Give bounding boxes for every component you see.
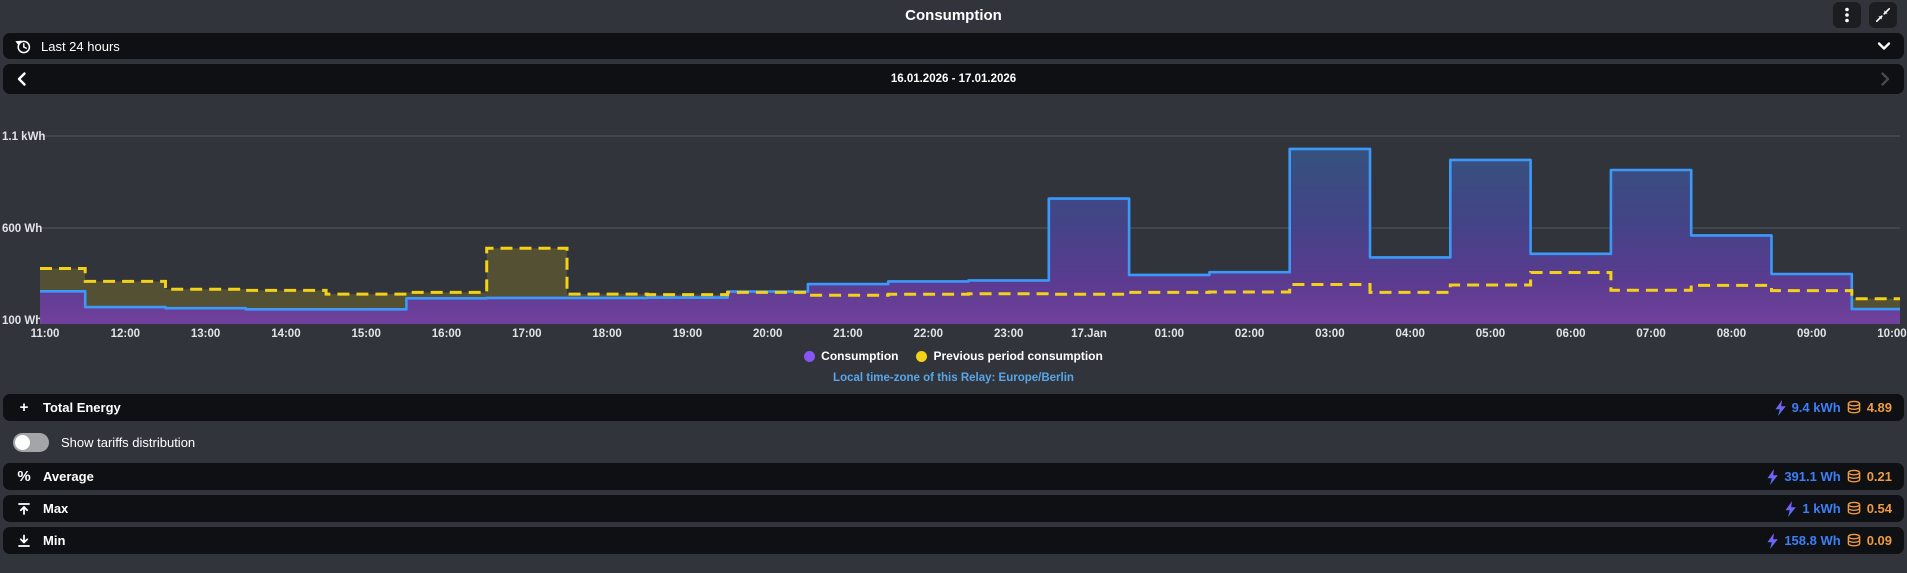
coins-icon <box>1847 533 1860 547</box>
plus-icon: + <box>19 399 29 416</box>
svg-text:600 Wh: 600 Wh <box>2 223 42 235</box>
percent-icon: % <box>17 468 31 485</box>
svg-text:06:00: 06:00 <box>1556 328 1585 340</box>
total-energy-row: + Total Energy 9.4 kWh 4.89 <box>3 394 1904 421</box>
time-range-select[interactable]: Last 24 hours <box>3 33 1904 59</box>
min-row: Min 158.8 Wh 0.09 <box>3 527 1904 554</box>
stats-section: + Total Energy 9.4 kWh 4.89 Show tariffs… <box>0 394 1907 554</box>
total-energy-label: Total Energy <box>43 400 121 415</box>
svg-text:05:00: 05:00 <box>1476 328 1505 340</box>
chevron-right-icon <box>1881 72 1890 86</box>
svg-text:10:00: 10:00 <box>1877 328 1906 340</box>
previous-period-dot-icon <box>916 350 928 362</box>
svg-text:18:00: 18:00 <box>592 328 621 340</box>
svg-text:20:00: 20:00 <box>753 328 782 340</box>
svg-text:1.1 kWh: 1.1 kWh <box>2 131 45 143</box>
kebab-menu-button[interactable] <box>1833 2 1861 28</box>
max-row: Max 1 kWh 0.54 <box>3 495 1904 522</box>
svg-text:11:00: 11:00 <box>31 328 60 340</box>
min-energy-value: 158.8 Wh <box>1784 533 1841 548</box>
svg-text:12:00: 12:00 <box>111 328 140 340</box>
lightning-icon <box>1767 532 1779 549</box>
max-cost-value: 0.54 <box>1866 501 1892 516</box>
time-range-label: Last 24 hours <box>41 38 120 54</box>
previous-period-button[interactable] <box>5 64 39 94</box>
coins-icon <box>1847 400 1860 414</box>
svg-text:09:00: 09:00 <box>1797 328 1826 340</box>
svg-text:16:00: 16:00 <box>432 328 461 340</box>
svg-text:02:00: 02:00 <box>1235 328 1264 340</box>
total-cost-value: 4.89 <box>1866 400 1892 415</box>
average-label: Average <box>43 469 94 484</box>
svg-text:03:00: 03:00 <box>1315 328 1344 340</box>
max-arrow-icon <box>15 502 33 516</box>
svg-text:08:00: 08:00 <box>1717 328 1746 340</box>
svg-text:14:00: 14:00 <box>271 328 300 340</box>
average-row: % Average 391.1 Wh 0.21 <box>3 463 1904 490</box>
coins-icon <box>1847 501 1860 515</box>
collapse-widget-button[interactable] <box>1869 2 1897 28</box>
lightning-icon <box>1767 468 1779 485</box>
consumption-dot-icon <box>804 350 816 362</box>
svg-text:07:00: 07:00 <box>1636 328 1665 340</box>
chevron-left-icon <box>17 72 26 86</box>
widget-header: Consumption <box>0 0 1907 30</box>
tariffs-toggle-row: Show tariffs distribution <box>3 426 1904 458</box>
min-arrow-icon <box>15 534 33 548</box>
toggle-knob <box>15 434 30 450</box>
svg-text:23:00: 23:00 <box>994 328 1023 340</box>
legend-item-consumption[interactable]: Consumption <box>804 349 898 363</box>
svg-text:13:00: 13:00 <box>191 328 220 340</box>
max-label: Max <box>43 501 69 516</box>
svg-text:17:00: 17:00 <box>512 328 541 340</box>
tariffs-toggle-label: Show tariffs distribution <box>61 434 196 450</box>
history-icon <box>15 40 31 53</box>
tariffs-toggle[interactable] <box>13 432 49 452</box>
svg-text:19:00: 19:00 <box>673 328 702 340</box>
next-period-button[interactable] <box>1868 64 1902 94</box>
chart-legend: Consumption Previous period consumption <box>0 348 1907 364</box>
lightning-icon <box>1775 399 1786 416</box>
date-navigation: 16.01.2026 - 17.01.2026 <box>3 64 1904 94</box>
min-label: Min <box>43 533 66 548</box>
timezone-note: Local time-zone of this Relay: Europe/Be… <box>833 372 1074 384</box>
collapse-icon <box>1875 7 1891 23</box>
svg-text:15:00: 15:00 <box>351 328 380 340</box>
date-range-label: 16.01.2026 - 17.01.2026 <box>890 73 1017 85</box>
average-energy-value: 391.1 Wh <box>1784 469 1841 484</box>
svg-text:01:00: 01:00 <box>1155 328 1184 340</box>
kebab-menu-icon <box>1845 7 1849 23</box>
lightning-icon <box>1785 500 1797 517</box>
average-cost-value: 0.21 <box>1866 469 1892 484</box>
svg-text:21:00: 21:00 <box>833 328 862 340</box>
max-energy-value: 1 kWh <box>1802 501 1841 516</box>
coins-icon <box>1847 469 1860 483</box>
svg-text:100 Wh: 100 Wh <box>2 315 42 327</box>
svg-text:17.Jan: 17.Jan <box>1071 328 1107 340</box>
min-cost-value: 0.09 <box>1866 533 1892 548</box>
svg-text:04:00: 04:00 <box>1395 328 1424 340</box>
svg-text:22:00: 22:00 <box>914 328 943 340</box>
legend-item-previous[interactable]: Previous period consumption <box>916 349 1103 363</box>
total-energy-value: 9.4 kWh <box>1791 400 1841 415</box>
page-title: Consumption <box>905 6 1002 24</box>
chevron-down-icon <box>1877 42 1891 50</box>
